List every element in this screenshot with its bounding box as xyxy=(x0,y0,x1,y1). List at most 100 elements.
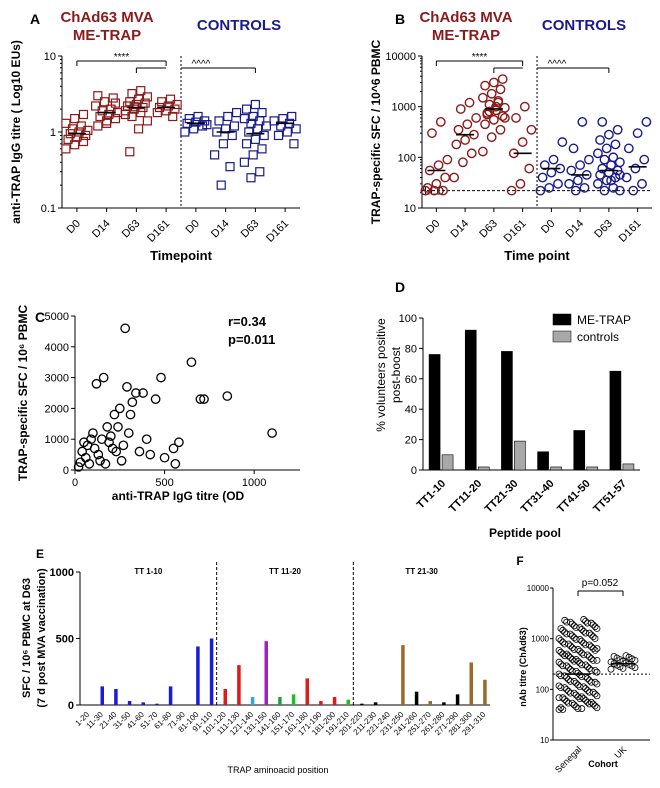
data-point xyxy=(641,117,652,127)
data-point xyxy=(515,178,526,189)
panel-f: F 10 100 1000 10000 Senegal UK p=0.052 nAb titre… xyxy=(516,554,650,775)
data-point xyxy=(619,664,627,672)
data-point xyxy=(495,124,506,135)
bar xyxy=(477,466,490,471)
y-axis-title: % volunteers positive xyxy=(374,318,388,432)
data-point xyxy=(246,173,256,183)
data-point xyxy=(587,631,595,639)
data-point xyxy=(216,180,226,190)
bar xyxy=(428,354,441,471)
x-tick-label: D161 xyxy=(264,218,291,245)
x-tick-label: D161 xyxy=(617,218,644,245)
x-tick-label: D14 xyxy=(90,218,113,241)
data-point xyxy=(591,646,599,654)
data-point xyxy=(248,150,258,160)
x-tick-label: D14 xyxy=(448,218,471,241)
data-point xyxy=(526,124,537,135)
data-point xyxy=(118,440,129,451)
data-point xyxy=(120,323,131,334)
bar xyxy=(196,646,200,705)
stat-annotation: p=0.011 xyxy=(228,332,275,347)
bar xyxy=(514,440,526,471)
y-tick-label: 20 xyxy=(405,435,417,447)
data-point xyxy=(70,114,80,124)
data-point xyxy=(593,692,601,700)
data-point xyxy=(557,625,565,632)
data-point xyxy=(614,170,625,180)
data-point xyxy=(95,455,105,466)
data-point xyxy=(555,658,563,666)
data-point xyxy=(152,107,162,118)
sig-label: **** xyxy=(114,52,130,63)
data-point xyxy=(267,428,277,438)
data-point xyxy=(138,388,148,398)
data-point xyxy=(195,394,206,405)
data-point xyxy=(120,109,130,120)
data-point xyxy=(74,127,84,137)
data-point xyxy=(589,700,597,708)
data-point xyxy=(282,127,292,137)
data-point xyxy=(557,636,565,644)
bar xyxy=(223,689,227,705)
x-tick-label: D63 xyxy=(120,218,143,241)
bar xyxy=(250,697,255,705)
data-point xyxy=(61,144,71,154)
data-point xyxy=(614,185,625,196)
bar xyxy=(483,679,487,705)
data-point xyxy=(574,669,582,677)
group-title: ME-TRAP xyxy=(432,27,500,44)
data-point xyxy=(574,646,582,653)
data-point xyxy=(553,178,563,189)
data-point xyxy=(221,124,231,134)
data-point xyxy=(186,357,197,368)
bar xyxy=(209,638,214,705)
panel-letter: F xyxy=(516,554,523,568)
x-tick-label: TT11-20 xyxy=(447,478,484,515)
data-point xyxy=(519,101,530,112)
y-axis-title: TRAP-specific SFC / 10^6 PBMC xyxy=(369,39,383,224)
bar xyxy=(332,697,337,705)
data-point xyxy=(210,150,220,160)
region-label: TT 21-30 xyxy=(405,567,438,576)
data-point xyxy=(462,119,473,130)
data-point xyxy=(612,124,623,135)
data-point xyxy=(142,92,152,102)
data-point xyxy=(608,152,619,163)
data-point xyxy=(123,428,134,438)
sig-label: **** xyxy=(472,52,488,63)
data-point xyxy=(574,705,582,712)
data-point xyxy=(189,124,199,134)
y-tick-label: 5000 xyxy=(45,311,69,323)
data-point xyxy=(539,160,550,171)
data-point xyxy=(593,704,601,712)
data-point xyxy=(499,113,510,123)
data-point xyxy=(93,121,103,131)
data-point xyxy=(565,664,572,672)
y-tick-label: 4000 xyxy=(45,342,69,354)
bar xyxy=(464,329,477,471)
data-point xyxy=(214,116,224,126)
data-point xyxy=(535,185,546,196)
data-point xyxy=(223,111,233,122)
data-point xyxy=(555,635,563,642)
x-tick-label: D14 xyxy=(563,218,586,241)
data-point xyxy=(241,104,252,114)
data-point xyxy=(597,117,608,127)
data-point xyxy=(451,139,462,150)
data-point xyxy=(580,695,588,702)
y-tick-label: 2000 xyxy=(45,403,69,415)
data-point xyxy=(563,662,570,670)
group-title: ChAd63 MVA xyxy=(419,9,512,26)
data-point xyxy=(460,135,471,145)
data-point xyxy=(222,391,233,401)
data-point xyxy=(488,114,499,125)
bar xyxy=(428,701,432,705)
bar xyxy=(537,451,549,471)
data-point xyxy=(122,381,132,392)
data-point xyxy=(229,121,240,131)
data-point xyxy=(484,106,495,117)
data-point xyxy=(595,135,605,145)
data-point xyxy=(76,121,86,131)
data-point xyxy=(497,74,508,85)
data-point xyxy=(593,645,601,652)
